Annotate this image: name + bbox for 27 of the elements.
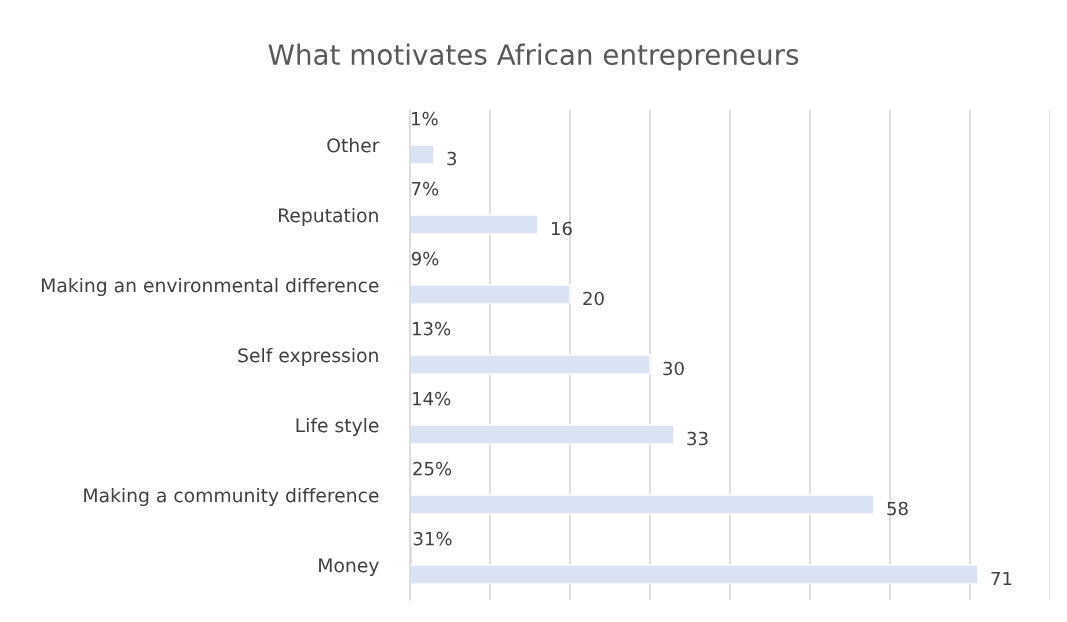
data-label: 9% [411,251,439,266]
y-tick-label: Money [319,558,379,577]
bar [410,354,651,375]
data-label: 3 [447,151,457,166]
data-label: 7% [412,181,439,196]
y-tick-label: Life style [296,417,379,437]
data-label: 71 [991,571,1012,586]
data-label: 13% [413,321,451,336]
bar [410,144,435,165]
data-label: 58 [887,501,908,516]
data-label: 20 [583,291,604,306]
y-tick-label: Self expression [238,347,378,367]
bar [410,284,571,305]
y-tick-label: Other [327,137,380,153]
data-label: 25% [413,461,452,476]
y-tick-label: Reputation [279,207,378,227]
data-label: 31% [413,531,452,546]
chart-title: What motivates African entrepreneurs [268,43,799,71]
data-label: 33 [687,431,708,446]
y-tick-label: Making an environmental difference [42,277,379,297]
y-tick-label: Making a community difference [84,487,379,507]
data-label: 30 [663,361,684,376]
data-label: 16 [551,221,572,236]
data-label: 14% [413,391,451,406]
bar [410,424,675,445]
bar [410,214,539,235]
data-label: 1% [412,111,438,126]
